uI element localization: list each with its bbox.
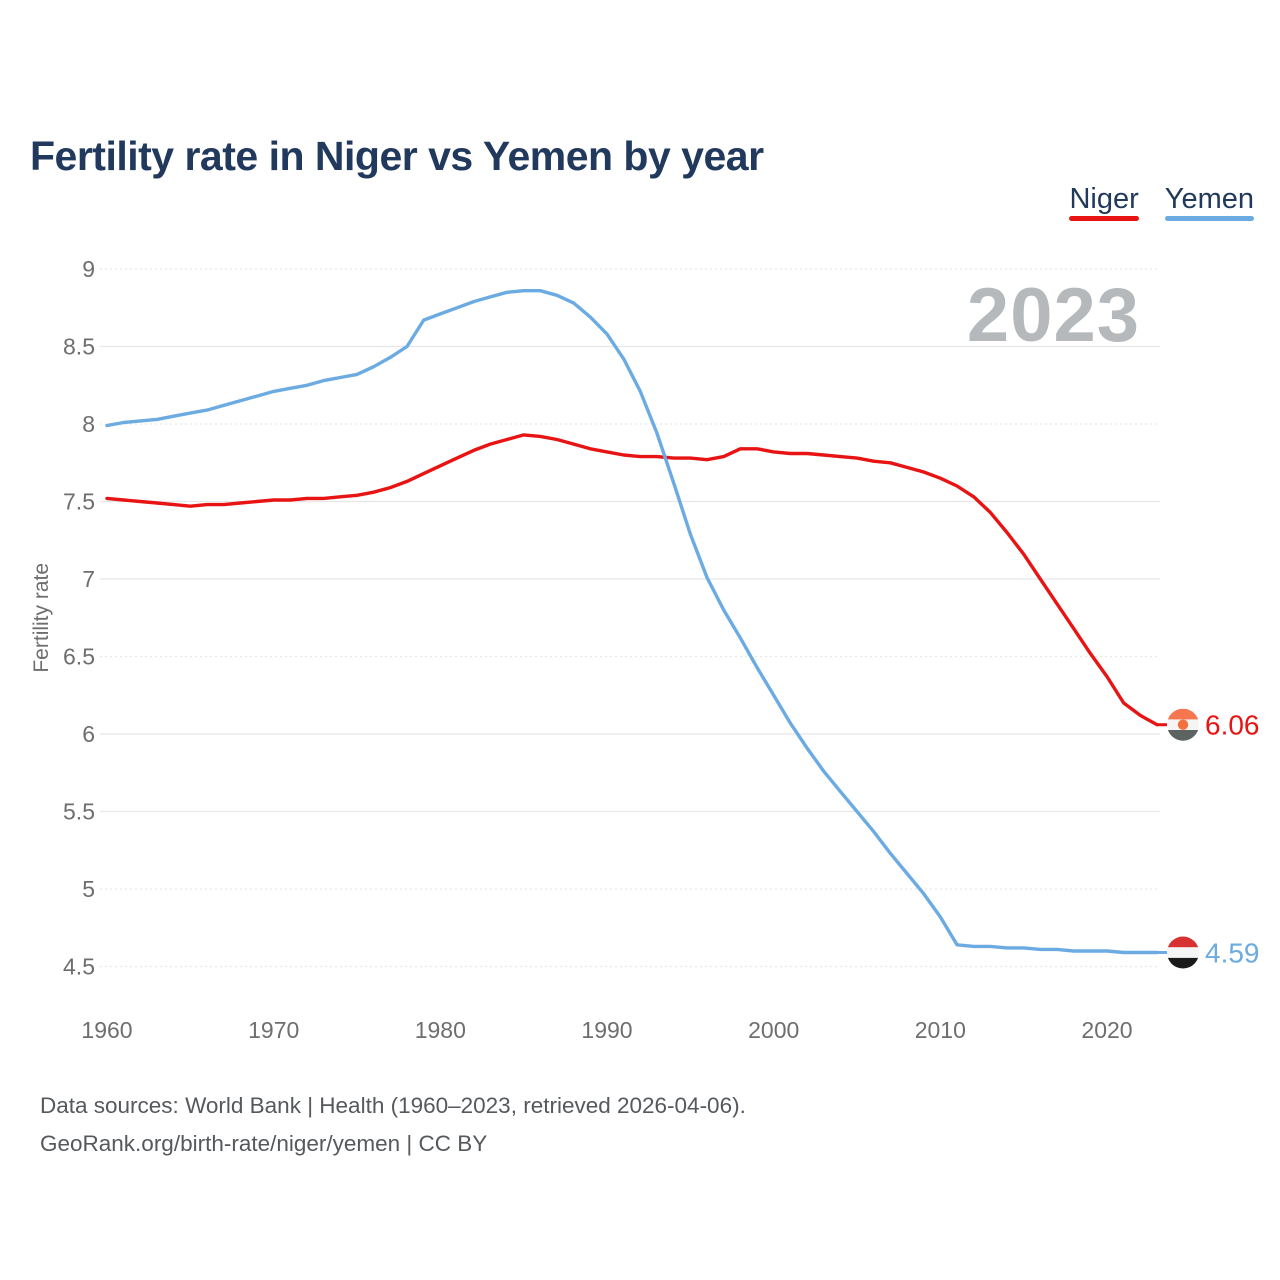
x-tick-label: 2020 xyxy=(1081,1017,1132,1043)
yemen-line[interactable] xyxy=(105,289,1159,955)
yemen-end-value: 4.59 xyxy=(1205,938,1260,969)
x-tick-label: 1960 xyxy=(81,1017,132,1043)
page-title: Fertility rate in Niger vs Yemen by year xyxy=(30,133,764,180)
y-axis-title: Fertility rate xyxy=(30,563,53,673)
footer-sources: Data sources: World Bank | Health (1960–… xyxy=(40,1093,746,1118)
x-tick-label: 2000 xyxy=(748,1017,799,1043)
y-tick-label: 7 xyxy=(82,566,95,592)
niger-line[interactable] xyxy=(105,433,1159,727)
legend: Niger Yemen xyxy=(1069,184,1254,221)
footer: Data sources: World Bank | Health (1960–… xyxy=(40,1087,746,1163)
yemen-flag-icon xyxy=(1167,936,1199,969)
niger-end-value: 6.06 xyxy=(1205,710,1260,741)
legend-label-yemen: Yemen xyxy=(1164,183,1254,215)
y-tick-label: 5 xyxy=(82,876,95,902)
legend-item-yemen[interactable]: Yemen xyxy=(1164,183,1254,221)
legend-swatch-yemen xyxy=(1164,216,1254,221)
y-tick-label: 4.5 xyxy=(63,954,95,980)
y-tick-label: 8.5 xyxy=(63,334,95,360)
legend-swatch-niger xyxy=(1069,216,1139,221)
legend-item-niger[interactable]: Niger xyxy=(1069,183,1139,221)
niger-flag-icon xyxy=(1167,708,1199,741)
y-tick-label: 6.5 xyxy=(63,644,95,670)
year-watermark: 2023 xyxy=(966,273,1140,358)
x-tick-label: 2010 xyxy=(915,1017,966,1043)
y-tick-label: 9 xyxy=(82,256,95,282)
y-tick-label: 5.5 xyxy=(63,799,95,825)
y-tick-label: 8 xyxy=(82,411,95,437)
x-tick-label: 1980 xyxy=(415,1017,466,1043)
footer-attribution: GeoRank.org/birth-rate/niger/yemen | CC … xyxy=(40,1131,488,1156)
y-tick-label: 6 xyxy=(82,721,95,747)
x-tick-label: 1970 xyxy=(248,1017,299,1043)
legend-label-niger: Niger xyxy=(1069,183,1139,215)
y-tick-label: 7.5 xyxy=(63,489,95,515)
x-tick-label: 1990 xyxy=(581,1017,632,1043)
